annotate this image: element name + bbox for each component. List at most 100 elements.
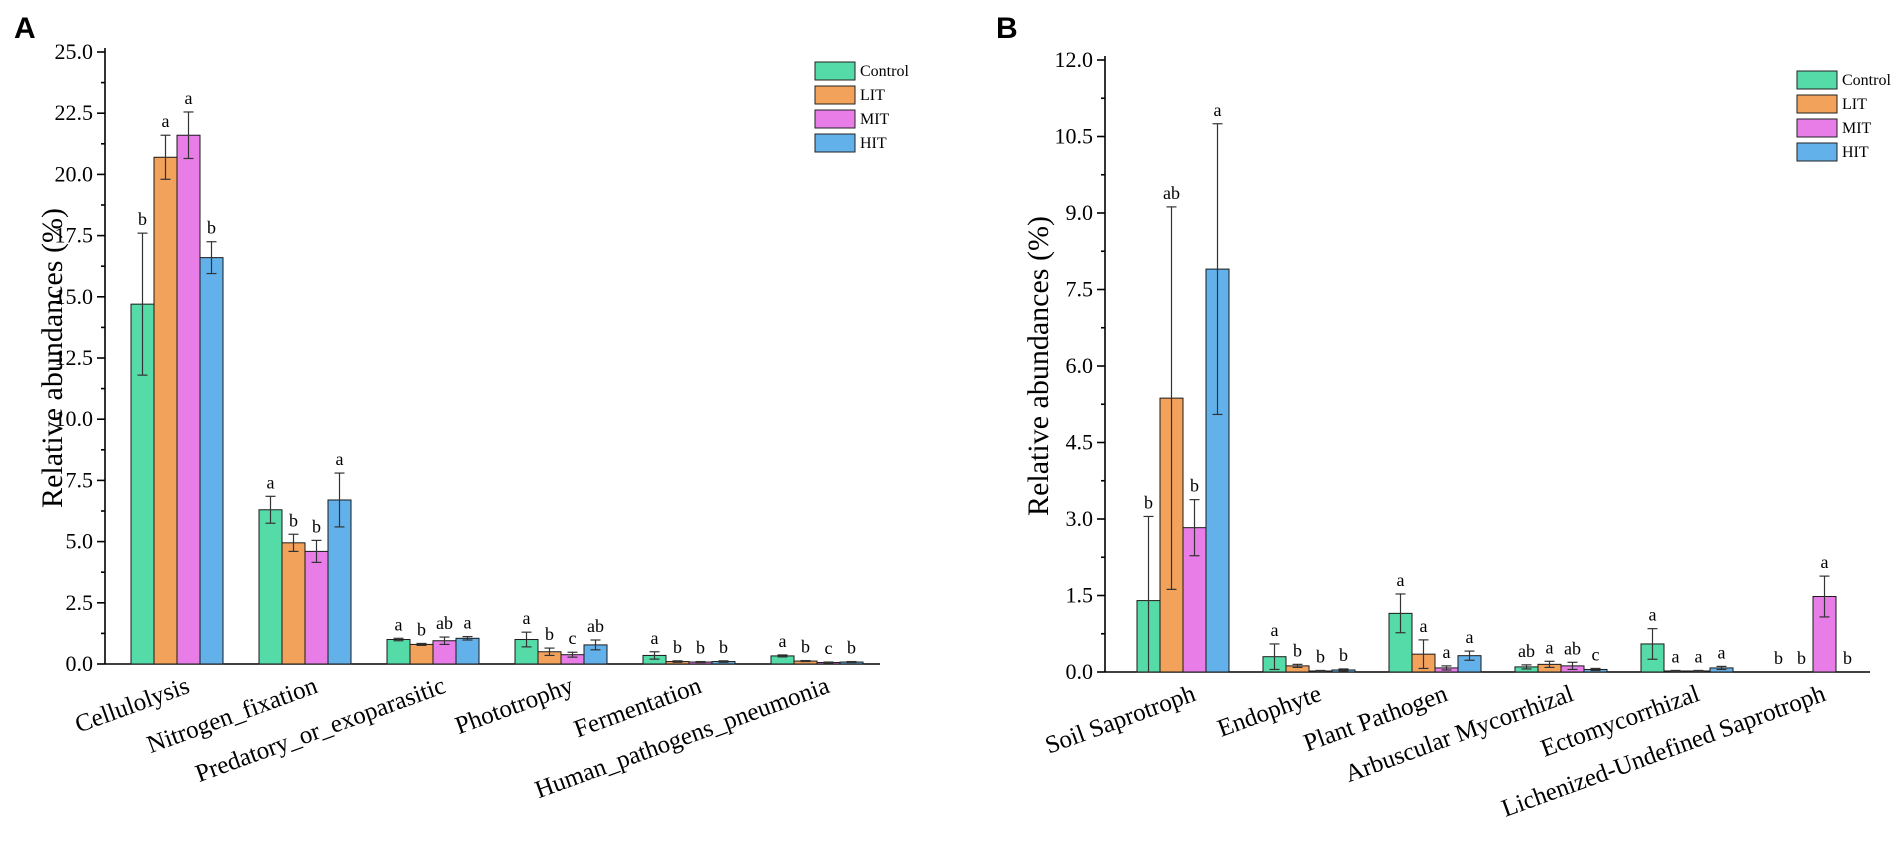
panel-b-significance-label: b	[1144, 492, 1153, 512]
panel-a-y-tick-label: 5.0	[66, 529, 94, 554]
panel-b-significance-label: a	[1672, 646, 1680, 666]
panel-a-bar-mit	[304, 550, 329, 665]
panel-b-y-tick-label: 1.5	[1066, 583, 1094, 608]
panel-a-significance-label: a	[267, 472, 275, 492]
panel-b-legend-swatch-mit	[1796, 118, 1838, 138]
panel-b-legend-label-lit: LIT	[1842, 96, 1867, 113]
panel-a-significance-label: a	[185, 88, 193, 108]
panel-b-legend-label-hit: HIT	[1842, 144, 1869, 161]
panel-a-significance-label: a	[651, 628, 659, 648]
panel-b-significance-label: b	[1190, 476, 1199, 496]
panel-a-significance-label: a	[395, 614, 403, 634]
panel-a-significance-label: b	[847, 638, 856, 658]
panel-a-category-label: Phototrophy	[452, 672, 578, 740]
panel-a-y-tick-label: 0.0	[66, 651, 94, 676]
panel-a-bar-control	[386, 639, 411, 665]
panel-a-significance-label: b	[801, 637, 810, 657]
panel-b-significance-label: a	[1718, 642, 1726, 662]
panel-a-y-tick-label: 25.0	[55, 39, 94, 64]
panel-b-legend-label-mit: MIT	[1842, 120, 1872, 137]
panel-b-significance-label: a	[1821, 552, 1829, 572]
panel-b-y-tick-label: 0.0	[1066, 659, 1094, 684]
panel-b-legend-swatch-lit	[1796, 94, 1838, 114]
panel-a-legend-label-mit: MIT	[860, 111, 890, 128]
panel-a-significance-label: a	[162, 111, 170, 131]
panel-a-bar-hit	[199, 257, 224, 665]
panel-b-significance-label: a	[1695, 646, 1703, 666]
panel-a-legend-label-hit: HIT	[860, 135, 887, 152]
panel-b-legend-swatch-hit	[1796, 142, 1838, 162]
panel-a-legend-swatch-mit	[814, 109, 856, 129]
panel-b-significance-label: b	[1316, 646, 1325, 666]
panel-a-significance-label: a	[336, 449, 344, 469]
panel-a-legend-label-lit: LIT	[860, 87, 885, 104]
panel-a-legend-swatch-hit	[814, 133, 856, 153]
panel-b-significance-label: a	[1214, 100, 1222, 120]
panel-b-significance-label: ab	[1518, 641, 1535, 661]
panel-a-significance-label: ab	[436, 613, 453, 633]
panel-a-significance-label: b	[696, 638, 705, 658]
panel-a-legend-swatch-control	[814, 61, 856, 81]
panel-a-significance-label: b	[673, 637, 682, 657]
panel-b-significance-label: a	[1649, 605, 1657, 625]
panel-b-y-tick-label: 9.0	[1066, 200, 1094, 225]
panel-a-bar-lit	[153, 156, 178, 665]
panel-a-significance-label: b	[207, 218, 216, 238]
panel-b-legend-label-control: Control	[1842, 72, 1891, 89]
panel-b-y-tick-label: 6.0	[1066, 353, 1094, 378]
panel-b-significance-label: ab	[1564, 638, 1581, 658]
panel-a-bar-lit	[281, 542, 306, 665]
panel-b-significance-label: c	[1592, 644, 1600, 664]
panel-b-significance-label: b	[1797, 648, 1806, 668]
panel-a-y-tick-label: 15.0	[55, 284, 94, 309]
panel-b-significance-label: b	[1339, 645, 1348, 665]
panel-a-significance-label: b	[138, 209, 147, 229]
panel-a-bar-mit	[176, 134, 201, 665]
panel-b-significance-label: a	[1443, 642, 1451, 662]
panel-b-y-tick-label: 3.0	[1066, 506, 1094, 531]
panel-a-bar-hit	[455, 637, 480, 665]
panel-a-y-tick-label: 2.5	[66, 590, 94, 615]
panel-a-y-tick-label: 22.5	[55, 100, 94, 125]
panel-a-significance-label: b	[289, 510, 298, 530]
panel-b-significance-label: a	[1420, 616, 1428, 636]
panel-a-y-axis-title: Relative abundances (%)	[36, 208, 69, 508]
panel-b-letter: B	[996, 12, 1018, 45]
panel-a-y-tick-label: 17.5	[55, 223, 94, 248]
panel-a-significance-label: b	[417, 619, 426, 639]
panel-a-y-tick-label: 12.5	[55, 345, 94, 370]
panel-b-significance-label: a	[1397, 570, 1405, 590]
panel-b-significance-label: a	[1466, 627, 1474, 647]
panel-a-legend-swatch-lit	[814, 85, 856, 105]
panel-a-significance-label: b	[545, 624, 554, 644]
panel-b-significance-label: b	[1293, 640, 1302, 660]
panel-b-y-axis-title: Relative abundances (%)	[1022, 216, 1055, 516]
panel-a-bar-lit	[409, 643, 434, 665]
panel-a-significance-label: a	[779, 631, 787, 651]
panel-b-significance-label: b	[1774, 648, 1783, 668]
panel-a-legend-label-control: Control	[860, 63, 909, 80]
panel-b-y-tick-label: 10.5	[1055, 124, 1094, 149]
panel-a-y-tick-label: 20.0	[55, 161, 94, 186]
panel-b-y-tick-label: 7.5	[1066, 277, 1094, 302]
panel-a-significance-label: c	[825, 638, 833, 658]
panel-b-category-label: Soil Saprotroph	[1042, 680, 1200, 759]
panel-a-y-tick-label: 10.0	[55, 406, 94, 431]
panel-b-significance-label: a	[1271, 620, 1279, 640]
panel-a-significance-label: b	[312, 516, 321, 536]
panel-b-significance-label: b	[1843, 648, 1852, 668]
panel-b-significance-label: ab	[1163, 183, 1180, 203]
panel-b-significance-label: a	[1546, 637, 1554, 657]
panel-a-bar-control	[258, 509, 283, 665]
panel-b-category-label: Arbuscular Mycorrhizal	[1341, 680, 1577, 788]
panel-a-significance-label: c	[569, 628, 577, 648]
panel-a-y-tick-label: 7.5	[66, 467, 94, 492]
panel-b-y-tick-label: 4.5	[1066, 430, 1094, 455]
panel-b-y-tick-label: 12.0	[1055, 47, 1094, 72]
panel-a-significance-label: ab	[587, 616, 604, 636]
panel-a-significance-label: a	[523, 608, 531, 628]
panel-b-legend-swatch-control	[1796, 70, 1838, 90]
panel-a-significance-label: a	[464, 613, 472, 633]
panel-a-significance-label: b	[719, 637, 728, 657]
